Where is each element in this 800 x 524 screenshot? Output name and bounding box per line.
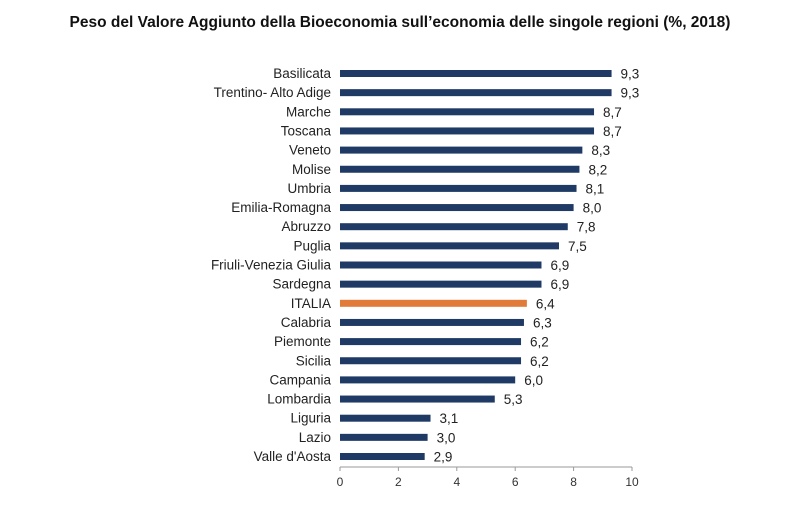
value-label-calabria: 6,3 [533, 315, 552, 330]
value-label-molise: 8,2 [588, 162, 607, 177]
bar-toscana [340, 127, 595, 135]
value-label-emilia-romagna: 8,0 [583, 201, 602, 216]
category-label-veneto: Veneto [289, 143, 331, 158]
value-label-liguria: 3,1 [440, 411, 459, 426]
bar-marche [340, 108, 595, 116]
bar-abruzzo [340, 223, 568, 231]
category-label-sicilia: Sicilia [296, 353, 332, 368]
value-label-abruzzo: 7,8 [577, 220, 596, 235]
x-tick-label-6: 6 [512, 475, 519, 489]
category-label-trentino-alto-adige: Trentino- Alto Adige [214, 85, 331, 100]
bar-puglia [340, 242, 559, 250]
category-label-lazio: Lazio [299, 430, 331, 445]
bar-sicilia [340, 357, 522, 365]
bar-molise [340, 165, 580, 173]
bar-campania [340, 376, 516, 384]
category-label-toscana: Toscana [281, 123, 332, 138]
chart-title: Peso del Valore Aggiunto della Bioeconom… [69, 14, 731, 31]
bar-veneto [340, 146, 583, 154]
bar-lazio [340, 433, 428, 441]
category-label-italia: ITALIA [291, 296, 331, 311]
x-tick-label-4: 4 [453, 475, 460, 489]
bar-emilia-romagna [340, 204, 574, 212]
value-label-campania: 6,0 [524, 373, 543, 388]
value-label-friuli-venezia-giulia: 6,9 [550, 258, 569, 273]
bar-trentino-alto-adige [340, 89, 612, 97]
bar-sardegna [340, 280, 542, 288]
value-label-veneto: 8,3 [591, 143, 610, 158]
bar-valle-d-aosta [340, 453, 425, 460]
value-label-marche: 8,7 [603, 105, 622, 120]
bar-umbria [340, 184, 577, 192]
bar-piemonte [340, 338, 522, 346]
x-tick-label-8: 8 [570, 475, 577, 489]
value-label-valle-d-aosta: 2,9 [434, 450, 453, 465]
category-label-umbria: Umbria [287, 181, 331, 196]
value-label-lombardia: 5,3 [504, 392, 523, 407]
x-tick-label-2: 2 [395, 475, 402, 489]
category-label-abruzzo: Abruzzo [281, 219, 331, 234]
category-label-molise: Molise [292, 162, 331, 177]
bars-layer: Basilicata 9,3 Trentino- Alto Adige 9,3 Marc… [211, 66, 639, 465]
x-axis: 0 2 4 6 8 10 [337, 466, 639, 489]
value-label-toscana: 8,7 [603, 124, 622, 139]
value-label-italia: 6,4 [536, 296, 555, 311]
value-label-umbria: 8,1 [586, 181, 605, 196]
category-label-calabria: Calabria [281, 315, 332, 330]
value-label-puglia: 7,5 [568, 239, 587, 254]
value-label-lazio: 3,0 [437, 430, 456, 445]
value-label-trentino-alto-adige: 9,3 [621, 86, 640, 101]
value-label-piemonte: 6,2 [530, 335, 549, 350]
x-tick-label-0: 0 [337, 475, 344, 489]
category-label-sardegna: Sardegna [272, 277, 331, 292]
category-label-friuli-venezia-giulia: Friuli-Venezia Giulia [211, 258, 332, 273]
bar-lombardia [340, 395, 495, 403]
value-label-sicilia: 6,2 [530, 354, 549, 369]
bar-basilicata [340, 70, 612, 77]
category-label-liguria: Liguria [290, 411, 331, 426]
category-label-puglia: Puglia [293, 238, 331, 253]
x-tick-label-10: 10 [625, 475, 639, 489]
value-label-basilicata: 9,3 [621, 67, 640, 82]
category-label-basilicata: Basilicata [273, 66, 331, 81]
category-label-emilia-romagna: Emilia-Romagna [231, 200, 331, 215]
category-label-lombardia: Lombardia [267, 392, 331, 407]
bar-liguria [340, 414, 431, 422]
category-label-piemonte: Piemonte [274, 334, 331, 349]
bar-italia [340, 299, 527, 307]
category-label-marche: Marche [286, 104, 331, 119]
category-label-valle-d-aosta: Valle d'Aosta [254, 449, 332, 464]
bar-friuli-venezia-giulia [340, 261, 542, 269]
value-label-sardegna: 6,9 [550, 277, 569, 292]
category-label-campania: Campania [269, 372, 331, 387]
bar-calabria [340, 318, 524, 326]
